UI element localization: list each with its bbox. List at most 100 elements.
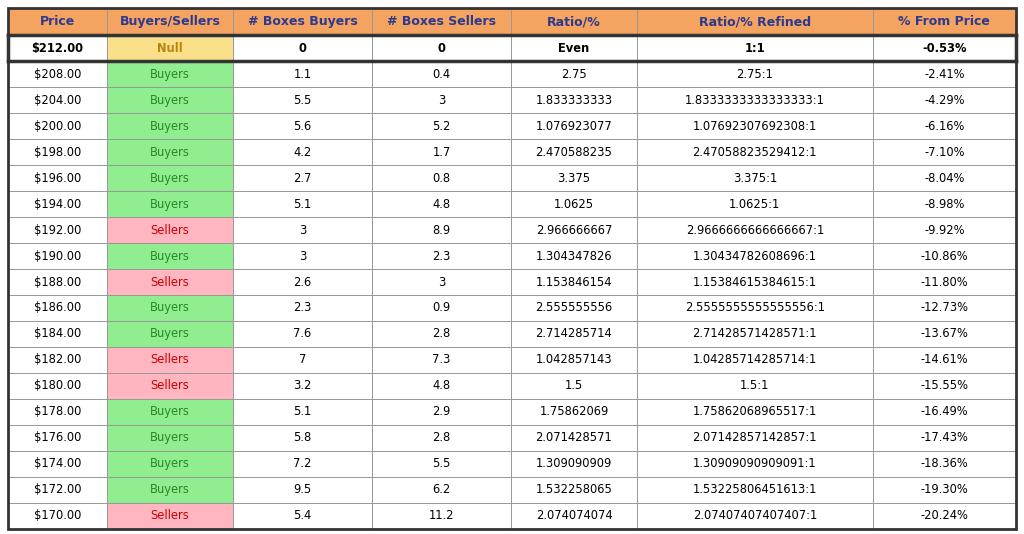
Bar <box>372 113 511 139</box>
Bar <box>511 295 637 321</box>
Text: $174.00: $174.00 <box>34 457 81 470</box>
Bar <box>511 243 637 269</box>
Bar <box>637 451 872 477</box>
Text: 5.5: 5.5 <box>432 457 451 470</box>
Bar <box>232 451 372 477</box>
Text: 1.07692307692308:1: 1.07692307692308:1 <box>692 120 817 133</box>
Bar <box>232 139 372 165</box>
Bar <box>372 321 511 347</box>
Bar <box>637 8 872 35</box>
Text: 3.375:1: 3.375:1 <box>733 171 777 185</box>
Text: $192.00: $192.00 <box>34 224 81 237</box>
Bar <box>8 113 106 139</box>
Text: 0.8: 0.8 <box>432 171 451 185</box>
Bar <box>8 373 106 399</box>
Text: $176.00: $176.00 <box>34 431 81 444</box>
Text: -16.49%: -16.49% <box>921 405 968 418</box>
Text: -2.41%: -2.41% <box>924 68 965 81</box>
Bar <box>637 113 872 139</box>
Text: 1.0625: 1.0625 <box>554 198 594 210</box>
Text: 7.2: 7.2 <box>293 457 311 470</box>
Bar <box>872 451 1016 477</box>
Text: Ratio/%: Ratio/% <box>547 15 601 28</box>
Bar <box>372 373 511 399</box>
Text: % From Price: % From Price <box>898 15 990 28</box>
Text: 1.1: 1.1 <box>293 68 311 81</box>
Text: Buyers/Sellers: Buyers/Sellers <box>120 15 220 28</box>
Bar <box>872 477 1016 502</box>
Bar <box>637 165 872 191</box>
Text: 5.1: 5.1 <box>293 198 311 210</box>
Bar <box>232 295 372 321</box>
Text: 2.6: 2.6 <box>293 276 311 288</box>
Text: 5.5: 5.5 <box>293 94 311 107</box>
Bar <box>232 113 372 139</box>
Bar <box>637 61 872 87</box>
Text: Sellers: Sellers <box>151 354 189 366</box>
Bar <box>872 191 1016 217</box>
Bar <box>372 347 511 373</box>
Text: 2.9666666666666667:1: 2.9666666666666667:1 <box>686 224 824 237</box>
Bar <box>8 35 106 61</box>
Text: 5.6: 5.6 <box>293 120 311 133</box>
Bar <box>106 87 232 113</box>
Bar <box>511 321 637 347</box>
Bar <box>8 87 106 113</box>
Bar <box>106 269 232 295</box>
Bar <box>8 269 106 295</box>
Bar <box>637 399 872 425</box>
Text: Null: Null <box>157 42 183 55</box>
Text: Buyers: Buyers <box>150 327 189 341</box>
Bar <box>372 399 511 425</box>
Text: 7.6: 7.6 <box>293 327 311 341</box>
Bar <box>872 347 1016 373</box>
Bar <box>637 243 872 269</box>
Text: 2.71428571428571:1: 2.71428571428571:1 <box>692 327 817 341</box>
Text: # Boxes Buyers: # Boxes Buyers <box>248 15 357 28</box>
Text: Buyers: Buyers <box>150 146 189 159</box>
Bar <box>372 217 511 243</box>
Text: 2.7: 2.7 <box>293 171 311 185</box>
Bar <box>511 113 637 139</box>
Bar <box>872 269 1016 295</box>
Text: 5.1: 5.1 <box>293 405 311 418</box>
Bar <box>872 139 1016 165</box>
Text: 5.2: 5.2 <box>432 120 451 133</box>
Text: $184.00: $184.00 <box>34 327 81 341</box>
Bar <box>106 217 232 243</box>
Bar <box>8 502 106 529</box>
Text: Sellers: Sellers <box>151 509 189 522</box>
Bar <box>106 61 232 87</box>
Text: 3: 3 <box>438 94 445 107</box>
Text: 1.8333333333333333:1: 1.8333333333333333:1 <box>685 94 824 107</box>
Bar <box>511 217 637 243</box>
Bar <box>106 425 232 451</box>
Text: 1.7: 1.7 <box>432 146 451 159</box>
Text: 0: 0 <box>437 42 445 55</box>
Text: 5.4: 5.4 <box>293 509 311 522</box>
Text: 2.3: 2.3 <box>432 249 451 263</box>
Bar <box>232 477 372 502</box>
Bar <box>106 373 232 399</box>
Text: 1.833333333: 1.833333333 <box>536 94 612 107</box>
Bar <box>232 425 372 451</box>
Bar <box>106 113 232 139</box>
Bar <box>872 502 1016 529</box>
Text: $194.00: $194.00 <box>34 198 81 210</box>
Text: 1.0625:1: 1.0625:1 <box>729 198 780 210</box>
Bar <box>872 217 1016 243</box>
Bar <box>232 269 372 295</box>
Bar <box>232 8 372 35</box>
Text: Buyers: Buyers <box>150 94 189 107</box>
Text: Buyers: Buyers <box>150 405 189 418</box>
Text: 0: 0 <box>298 42 306 55</box>
Text: 2.75: 2.75 <box>561 68 587 81</box>
Bar <box>872 321 1016 347</box>
Bar <box>372 477 511 502</box>
Text: 3.375: 3.375 <box>557 171 591 185</box>
Bar <box>106 35 232 61</box>
Text: 8.9: 8.9 <box>432 224 451 237</box>
Text: Buyers: Buyers <box>150 302 189 315</box>
Text: Buyers: Buyers <box>150 68 189 81</box>
Text: -19.30%: -19.30% <box>921 483 968 496</box>
